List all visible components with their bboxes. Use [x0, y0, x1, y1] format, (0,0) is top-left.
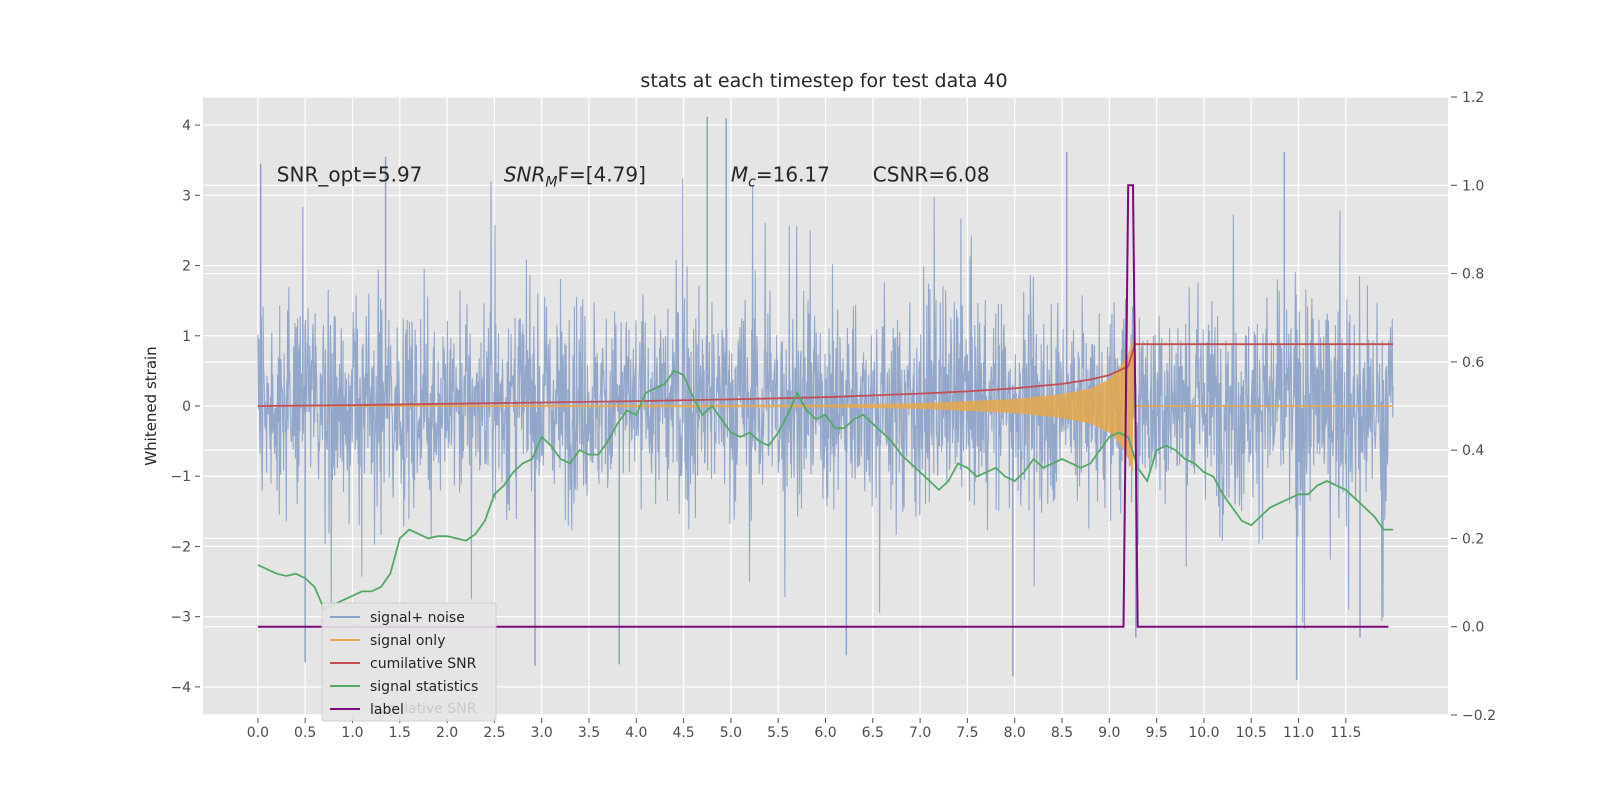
y-right-tick-label: 0.4: [1462, 443, 1484, 459]
x-tick-label: 1.0: [341, 725, 363, 741]
y-right-tick-label: 0.0: [1462, 620, 1484, 636]
x-tick-label: 7.0: [909, 725, 931, 741]
x-tick-label: 11.0: [1283, 725, 1314, 741]
stat-annotation: CSNR=6.08: [873, 162, 990, 186]
y-tick-label: 0: [182, 399, 191, 415]
legend-label: signal+ noise: [370, 610, 465, 626]
x-tick-label: 2.5: [483, 725, 505, 741]
noise-series: [257, 178, 1394, 629]
x-tick-label: 9.0: [1098, 725, 1120, 741]
y-tick-label: −2: [170, 539, 191, 555]
stat-annotations: SNR_opt=5.97 SNRMF=[4.79] Mc=16.17 CSNR=6.0…: [277, 162, 990, 190]
x-tick-label: 6.0: [814, 725, 836, 741]
legend-box: [321, 602, 497, 722]
x-tick-label: 7.5: [956, 725, 978, 741]
x-tick-label: 5.0: [720, 725, 742, 741]
y-tick-label: 2: [182, 259, 191, 275]
x-tick-label: 4.0: [625, 725, 647, 741]
x-tick-label: 11.5: [1330, 725, 1361, 741]
signal-only-series: [257, 339, 1133, 473]
y-right-tick-label: 0.8: [1462, 267, 1484, 283]
x-tick-label: 1.5: [389, 725, 411, 741]
y-tick-label: 4: [182, 118, 191, 134]
x-tick-label: 2.0: [436, 725, 458, 741]
y-right-tick-label: −0.2: [1462, 708, 1496, 724]
x-tick-label: 3.0: [531, 725, 553, 741]
x-tick-label: 4.5: [672, 725, 694, 741]
legend-label: signal only: [370, 633, 445, 649]
x-tick-label: 0.5: [294, 725, 316, 741]
stat-annotation: SNR_opt=5.97: [277, 162, 423, 186]
stat-annotation: SNRMF=[4.79]: [504, 162, 646, 190]
y-tick-label: 3: [182, 188, 191, 204]
y-tick-label: 1: [182, 329, 191, 345]
legend-ghost-text: cumilative SNR: [370, 701, 477, 717]
series-layer: [257, 116, 1394, 680]
x-tick-label: 3.5: [578, 725, 600, 741]
y-tick-label: −3: [170, 610, 191, 626]
y-right-tick-label: 1.0: [1462, 178, 1484, 194]
x-tick-label: 8.0: [1004, 725, 1026, 741]
chart-title: stats at each timestep for test data 40: [640, 70, 1007, 92]
label-series: [257, 184, 1389, 628]
x-tick-label: 6.5: [862, 725, 884, 741]
y-right-tick-label: 0.6: [1462, 355, 1484, 371]
y-right-tick-label: 0.2: [1462, 531, 1484, 547]
y-right-tick-label: 1.2: [1462, 90, 1484, 106]
x-tick-label: 10.5: [1236, 725, 1267, 741]
legend-label: label: [370, 702, 404, 718]
legend-label: cumilative SNR: [370, 656, 477, 672]
x-tick-label: 10.0: [1188, 725, 1219, 741]
legend-label: signal statistics: [370, 679, 478, 695]
axes: 0.0 0.5 1.0 1.5 2.0 2.5 3.0 3.5 4.0 4.5 5.0 5.5 6.0 6…: [170, 90, 1496, 741]
y-tick-label: −4: [170, 680, 191, 696]
x-tick-label: 5.5: [767, 725, 789, 741]
cumulative-snr-series: [257, 343, 1394, 407]
y-axis-label: Whitened strain: [142, 346, 160, 465]
signal-statistics-series: [257, 369, 1394, 611]
x-tick-label: 9.5: [1145, 725, 1167, 741]
x-tick-label: 8.5: [1051, 725, 1073, 741]
stat-annotation: Mc=16.17: [731, 162, 830, 190]
y-tick-label: −1: [170, 469, 191, 485]
x-tick-label: 0.0: [247, 725, 269, 741]
legend: cumilative SNR signal+ noise signal only cu…: [321, 602, 497, 722]
